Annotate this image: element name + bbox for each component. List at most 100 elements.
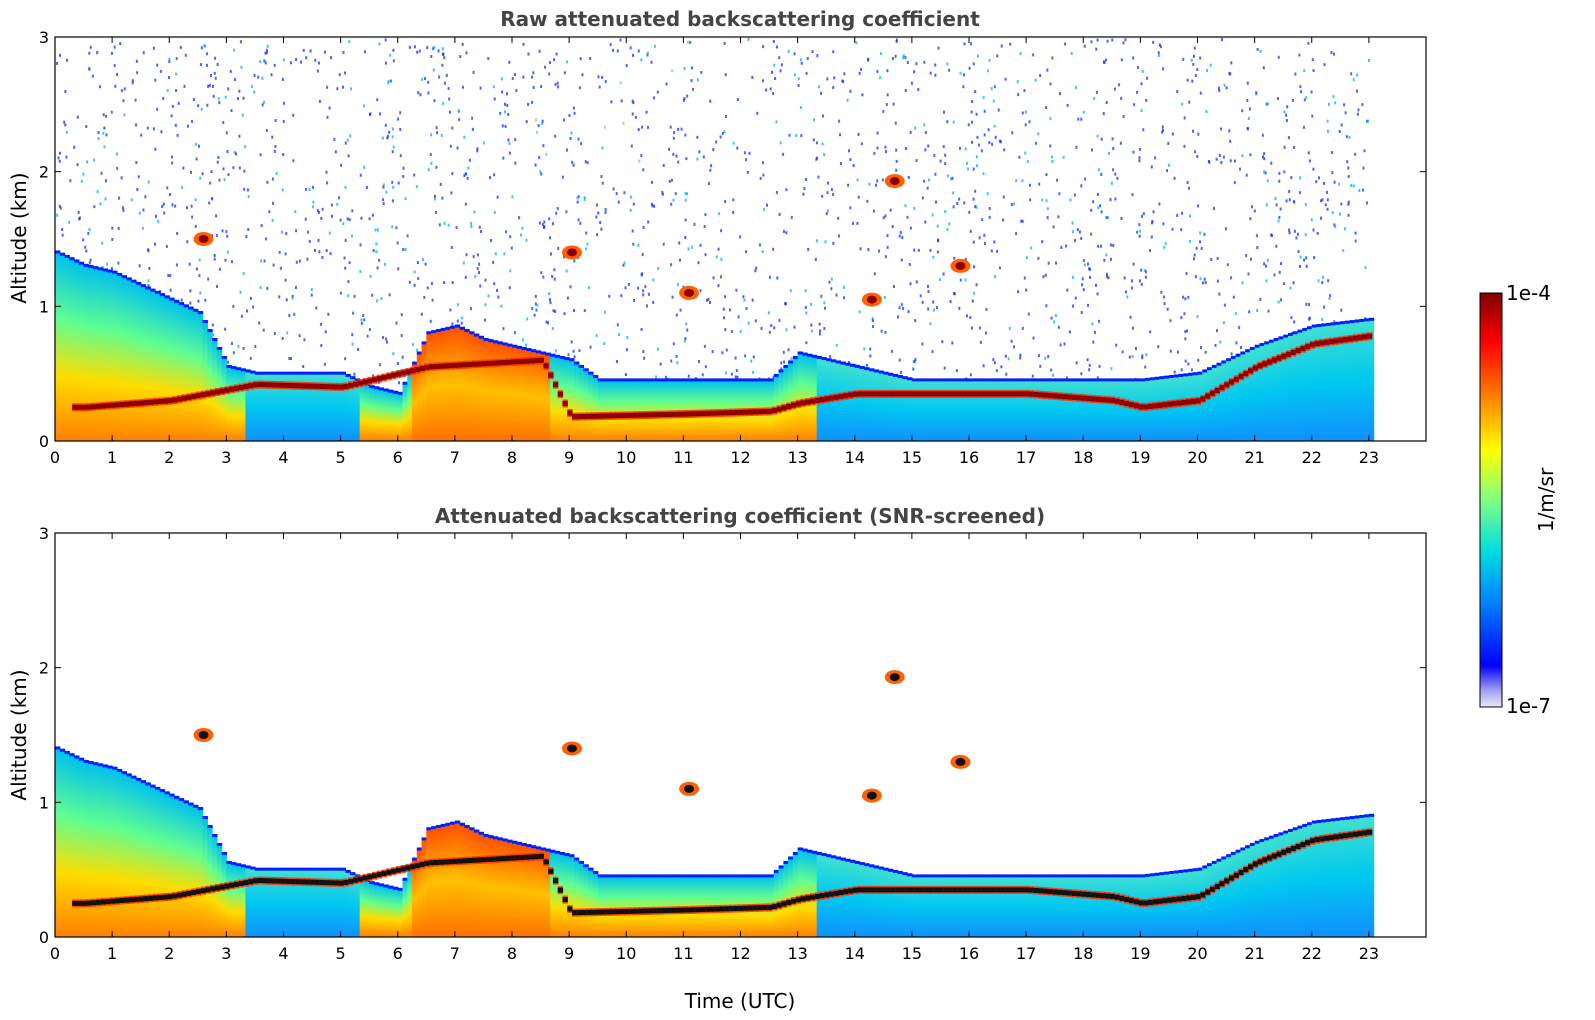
layer-core bbox=[667, 411, 673, 417]
layer-edge bbox=[569, 358, 575, 362]
layer-edge bbox=[183, 304, 189, 308]
profile-column bbox=[1183, 375, 1189, 441]
layer-edge bbox=[1159, 872, 1165, 876]
noise-pixel bbox=[1230, 352, 1233, 356]
noise-pixel bbox=[1138, 223, 1141, 227]
profile-column bbox=[802, 850, 808, 937]
layer-core bbox=[524, 358, 530, 364]
boundary-layer-columns bbox=[55, 250, 1375, 441]
noise-pixel bbox=[450, 246, 453, 250]
layer-core bbox=[1000, 391, 1006, 397]
noise-pixel bbox=[1144, 275, 1147, 279]
noise-pixel bbox=[344, 357, 347, 361]
layer-edge bbox=[88, 265, 94, 269]
layer-edge bbox=[112, 270, 118, 274]
profile-column bbox=[1073, 876, 1080, 937]
noise-pixel bbox=[641, 253, 644, 257]
noise-pixel bbox=[175, 72, 178, 76]
layer-core bbox=[310, 383, 316, 389]
boundary-layer-columns bbox=[55, 746, 1375, 937]
noise-pixel bbox=[800, 61, 803, 65]
layer-core bbox=[671, 907, 678, 913]
profile-column bbox=[616, 876, 623, 937]
noise-pixel bbox=[677, 160, 680, 164]
noise-pixel bbox=[849, 89, 852, 93]
noise-pixel bbox=[1110, 181, 1113, 185]
noise-pixel bbox=[272, 201, 275, 205]
noise-pixel bbox=[709, 168, 712, 172]
noise-pixel bbox=[169, 274, 172, 278]
layer-core bbox=[229, 386, 235, 392]
cloud-feature-core bbox=[889, 673, 900, 682]
noise-pixel bbox=[869, 354, 872, 358]
noise-pixel bbox=[856, 178, 859, 182]
noise-pixel bbox=[525, 238, 528, 242]
noise-pixel bbox=[1041, 198, 1044, 202]
cloud-feature-core bbox=[198, 731, 209, 739]
noise-pixel bbox=[1096, 38, 1099, 42]
noise-pixel bbox=[656, 347, 659, 351]
layer-edge bbox=[1088, 874, 1094, 878]
layer-edge bbox=[454, 820, 461, 824]
layer-core bbox=[343, 879, 349, 885]
layer-edge bbox=[93, 762, 99, 766]
profile-column bbox=[1054, 876, 1061, 937]
noise-pixel bbox=[811, 50, 814, 54]
layer-edge bbox=[483, 834, 489, 837]
noise-pixel bbox=[746, 170, 749, 174]
noise-pixel bbox=[971, 100, 974, 104]
noise-pixel bbox=[1298, 264, 1301, 268]
layer-core bbox=[181, 395, 187, 401]
layer-core bbox=[1200, 396, 1206, 402]
noise-pixel bbox=[964, 278, 967, 282]
layer-core bbox=[595, 413, 602, 419]
layer-core bbox=[134, 400, 140, 406]
layer-edge bbox=[1354, 815, 1360, 819]
layer-edge bbox=[293, 867, 299, 871]
layer-edge bbox=[1249, 346, 1256, 350]
noise-pixel bbox=[171, 203, 174, 207]
layer-core bbox=[781, 405, 787, 411]
noise-pixel bbox=[1279, 298, 1282, 302]
layer-edge bbox=[873, 369, 880, 373]
noise-pixel bbox=[1199, 56, 1202, 60]
layer-edge bbox=[597, 378, 604, 382]
profile-column bbox=[131, 777, 137, 937]
noise-pixel bbox=[1096, 292, 1099, 296]
noise-pixel bbox=[616, 360, 619, 364]
profile-column bbox=[1330, 820, 1337, 937]
noise-pixel bbox=[776, 276, 779, 280]
noise-pixel bbox=[923, 123, 926, 127]
profile-column bbox=[845, 364, 851, 441]
noise-pixel bbox=[1131, 354, 1134, 358]
noise-pixel bbox=[937, 46, 940, 50]
layer-edge bbox=[1035, 874, 1042, 878]
noise-pixel bbox=[1194, 275, 1197, 279]
layer-core bbox=[229, 882, 235, 888]
noise-pixel bbox=[761, 250, 764, 254]
noise-pixel bbox=[769, 87, 772, 91]
layer-edge bbox=[483, 338, 489, 341]
noise-pixel bbox=[823, 153, 826, 157]
noise-pixel bbox=[1041, 240, 1044, 244]
layer-edge bbox=[254, 371, 261, 375]
noise-pixel bbox=[492, 85, 495, 89]
noise-pixel bbox=[174, 123, 177, 127]
noise-pixel bbox=[122, 208, 125, 212]
profile-column bbox=[1364, 320, 1370, 441]
profile-column bbox=[1207, 369, 1213, 441]
profile-column bbox=[331, 869, 337, 937]
noise-pixel bbox=[274, 145, 277, 149]
noise-pixel bbox=[871, 319, 874, 323]
noise-pixel bbox=[466, 176, 469, 180]
layer-core bbox=[871, 391, 878, 397]
layer-edge bbox=[854, 364, 861, 368]
profile-column bbox=[1226, 856, 1232, 937]
noise-pixel bbox=[242, 96, 245, 100]
noise-pixel bbox=[1075, 361, 1078, 365]
layer-edge bbox=[959, 874, 965, 878]
layer-edge bbox=[1340, 817, 1346, 821]
noise-pixel bbox=[1076, 228, 1079, 232]
noise-pixel bbox=[704, 253, 707, 257]
noise-pixel bbox=[463, 173, 466, 177]
